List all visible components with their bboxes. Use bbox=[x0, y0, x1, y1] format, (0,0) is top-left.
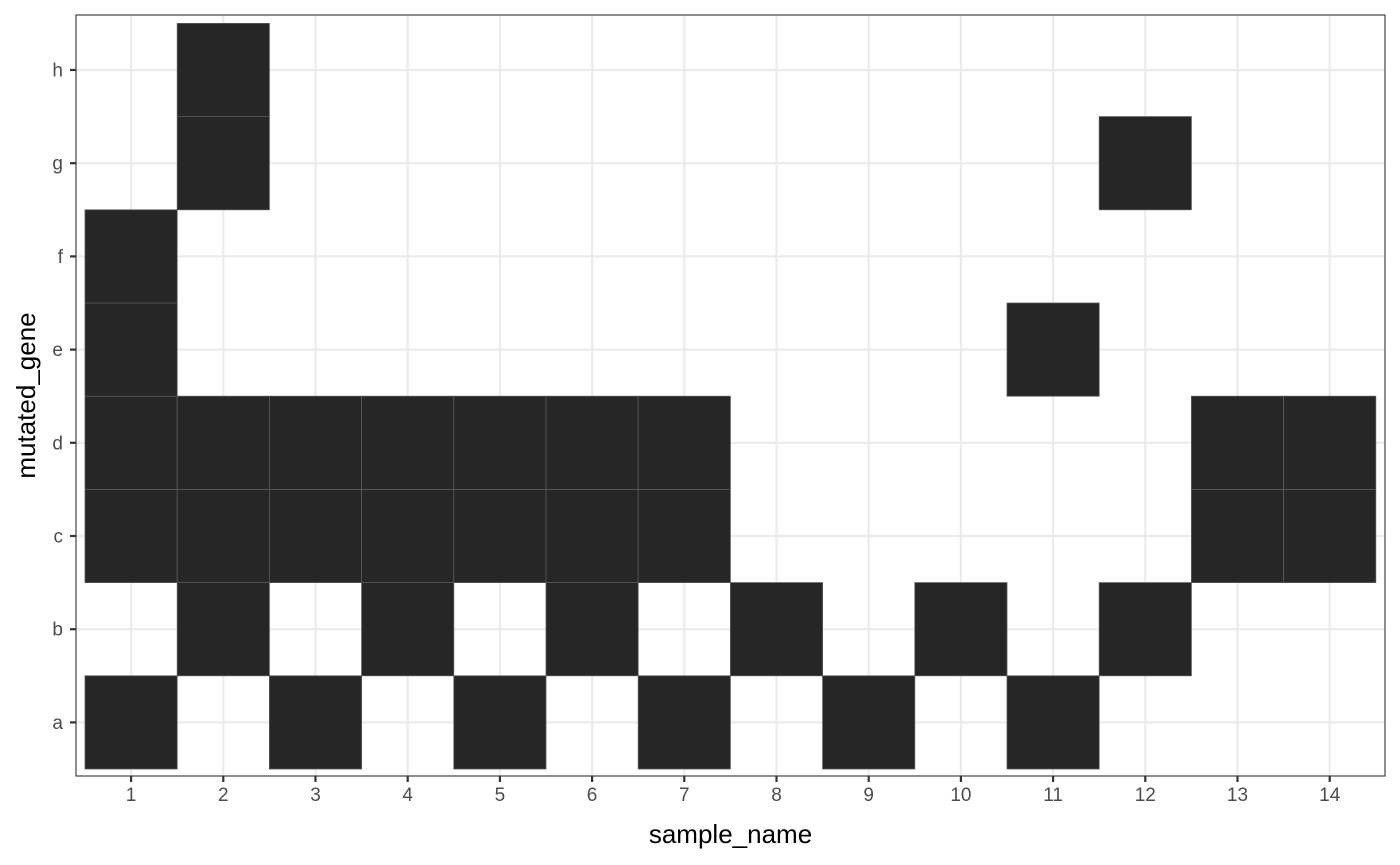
x-tick-label: 10 bbox=[950, 785, 971, 806]
tile-9-a bbox=[822, 675, 916, 770]
tile-7-d bbox=[637, 395, 731, 490]
x-tick-label: 3 bbox=[310, 785, 321, 806]
x-tick-label: 6 bbox=[587, 785, 598, 806]
tile-12-g bbox=[1098, 116, 1192, 211]
x-axis-title: sample_name bbox=[649, 819, 812, 849]
tile-4-c bbox=[361, 488, 455, 583]
tile-12-b bbox=[1098, 582, 1192, 677]
tile-13-d bbox=[1191, 395, 1285, 490]
x-tick-label: 11 bbox=[1043, 785, 1063, 806]
panel-border bbox=[75, 14, 1386, 777]
data-tiles bbox=[84, 22, 1377, 770]
tile-3-a bbox=[268, 675, 362, 770]
x-axis: 1 2 3 4 5 6 7 8 9 10 11 12 13 14 bbox=[126, 776, 1341, 806]
y-tick-label: f bbox=[58, 247, 64, 268]
tile-1-c bbox=[84, 488, 178, 583]
tile-1-a bbox=[84, 675, 178, 770]
y-tick-label: g bbox=[52, 154, 63, 175]
tile-1-d bbox=[84, 395, 178, 490]
x-tick-label: 5 bbox=[495, 785, 506, 806]
tile-3-c bbox=[268, 488, 362, 583]
tile-14-d bbox=[1283, 395, 1377, 490]
x-tick-label: 8 bbox=[771, 785, 782, 806]
x-tick-label: 12 bbox=[1135, 785, 1156, 806]
tile-5-c bbox=[453, 488, 547, 583]
y-tick-label: c bbox=[54, 527, 64, 548]
tile-8-b bbox=[730, 582, 824, 677]
tile-14-c bbox=[1283, 488, 1377, 583]
tile-6-c bbox=[545, 488, 639, 583]
tile-6-b bbox=[545, 582, 639, 677]
tile-1-f bbox=[84, 209, 178, 304]
x-tick-label: 1 bbox=[126, 785, 137, 806]
y-tick-label: a bbox=[52, 713, 63, 734]
tile-5-d bbox=[453, 395, 547, 490]
tile-2-d bbox=[176, 395, 270, 490]
tile-4-d bbox=[361, 395, 455, 490]
tile-1-e bbox=[84, 302, 178, 397]
tile-5-a bbox=[453, 675, 547, 770]
tile-11-a bbox=[1006, 675, 1100, 770]
tile-7-a bbox=[637, 675, 731, 770]
y-tick-label: d bbox=[52, 433, 63, 454]
y-tick-label: b bbox=[52, 620, 63, 641]
tile-2-c bbox=[176, 488, 270, 583]
y-axis-title: mutated_gene bbox=[11, 312, 41, 478]
x-tick-label: 9 bbox=[863, 785, 874, 806]
tile-2-h bbox=[176, 22, 270, 117]
tile-10-b bbox=[914, 582, 1008, 677]
tile-2-g bbox=[176, 116, 270, 211]
x-tick-label: 2 bbox=[218, 785, 229, 806]
tile-13-c bbox=[1191, 488, 1285, 583]
tile-6-d bbox=[545, 395, 639, 490]
tile-3-d bbox=[268, 395, 362, 490]
tile-11-e bbox=[1006, 302, 1100, 397]
y-tick-label: h bbox=[52, 61, 63, 82]
tile-7-c bbox=[637, 488, 731, 583]
x-tick-label: 4 bbox=[402, 785, 413, 806]
x-tick-label: 14 bbox=[1319, 785, 1341, 806]
x-tick-label: 7 bbox=[679, 785, 690, 806]
tile-2-b bbox=[176, 582, 270, 677]
tile-4-b bbox=[361, 582, 455, 677]
x-tick-label: 13 bbox=[1227, 785, 1248, 806]
y-axis: a b c d e f g h bbox=[52, 61, 76, 734]
y-tick-label: e bbox=[52, 340, 63, 361]
